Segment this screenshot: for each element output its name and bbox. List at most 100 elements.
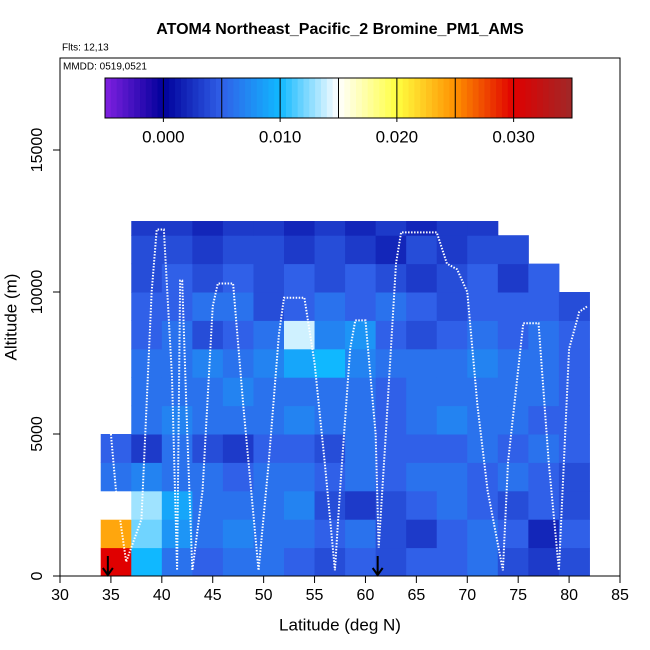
heat-cell xyxy=(436,263,468,293)
heat-cell xyxy=(345,320,377,350)
heat-cell xyxy=(161,221,193,236)
heat-cell xyxy=(345,519,377,549)
colorbar-swatch xyxy=(297,78,304,118)
heat-cell xyxy=(528,263,560,293)
colorbar-swatch xyxy=(198,78,205,118)
heat-cell xyxy=(131,434,163,463)
heat-cell xyxy=(284,348,316,378)
heat-cell xyxy=(467,547,499,577)
colorbar-swatch xyxy=(210,78,217,118)
x-tick-label: 65 xyxy=(407,587,425,604)
colorbar-swatch xyxy=(350,78,357,118)
colorbar-swatch xyxy=(379,78,386,118)
heat-cell xyxy=(497,320,529,350)
colorbar-swatch xyxy=(145,78,153,118)
colorbar-swatch xyxy=(431,78,439,118)
colorbar-swatch xyxy=(466,78,474,118)
colorbar-tick-label: 0.010 xyxy=(259,127,302,146)
heat-cell xyxy=(192,490,224,520)
heat-cell xyxy=(131,263,163,293)
heat-cell xyxy=(497,405,529,435)
heat-cell xyxy=(314,519,346,549)
x-tick-label: 40 xyxy=(153,587,171,604)
heat-cell xyxy=(314,320,346,350)
colorbar-swatch xyxy=(361,78,369,118)
heat-cell xyxy=(467,263,499,293)
colorbar-swatch xyxy=(536,78,544,118)
heat-cell xyxy=(253,377,285,407)
heat-cell xyxy=(131,547,163,577)
heat-cell xyxy=(375,405,407,435)
colorbar-swatch xyxy=(396,78,404,118)
colorbar-swatch xyxy=(303,78,310,118)
x-tick-label: 45 xyxy=(204,587,222,604)
heat-cell xyxy=(222,377,254,407)
heat-cell xyxy=(497,348,529,378)
heat-cell xyxy=(192,292,224,321)
x-tick-label: 35 xyxy=(102,587,120,604)
colorbar-swatch xyxy=(262,78,269,118)
colorbar-swatch xyxy=(315,78,322,118)
x-tick-label: 80 xyxy=(560,587,578,604)
colorbar-swatch xyxy=(391,78,398,118)
heat-cell xyxy=(284,235,316,265)
heat-cell xyxy=(497,434,529,463)
heat-cell xyxy=(436,434,468,463)
heat-cell xyxy=(253,221,285,236)
colorbar-swatch xyxy=(426,78,433,118)
x-tick-label: 85 xyxy=(611,587,629,604)
heat-cell xyxy=(497,377,529,407)
colorbar-swatch xyxy=(484,78,491,118)
colorbar-swatch xyxy=(169,78,176,118)
heat-cell xyxy=(345,221,377,236)
heat-cell xyxy=(161,292,193,321)
colorbar-tick-label: 0.030 xyxy=(492,127,535,146)
heat-cell xyxy=(314,405,346,435)
colorbar-swatch xyxy=(344,78,351,118)
colorbar-swatch xyxy=(560,78,567,118)
colorbar-swatch xyxy=(268,78,275,118)
dates-label: MMDD: 0519,0521 xyxy=(63,62,147,73)
x-tick-label: 30 xyxy=(51,587,69,604)
heat-cell xyxy=(406,462,438,492)
heat-cell xyxy=(161,377,193,407)
heat-cell xyxy=(192,547,224,577)
heat-cell xyxy=(497,462,529,492)
heat-cell xyxy=(406,320,438,350)
y-tick-label: 15000 xyxy=(29,128,46,173)
colorbar-swatch xyxy=(332,78,339,118)
heat-cell xyxy=(528,292,560,321)
heat-cell xyxy=(497,263,529,293)
heat-cell xyxy=(253,519,285,549)
heat-cell xyxy=(345,547,377,577)
colorbar-swatch xyxy=(326,78,334,118)
heat-cell xyxy=(192,320,224,350)
colorbar-swatch xyxy=(461,78,468,118)
heat-cell xyxy=(436,292,468,321)
y-axis-label: Altitude (m) xyxy=(1,274,20,361)
heat-cell xyxy=(558,292,590,321)
heat-cell xyxy=(222,519,254,549)
heat-cell xyxy=(192,235,224,265)
heat-cell xyxy=(131,490,163,520)
heat-cell xyxy=(100,490,132,520)
heat-cell xyxy=(314,235,346,265)
colorbar-swatch xyxy=(134,78,141,118)
heat-cell xyxy=(314,434,346,463)
colorbar-swatch xyxy=(472,78,480,118)
heat-cell xyxy=(345,434,377,463)
heat-cell xyxy=(375,221,407,236)
colorbar-swatch xyxy=(186,78,194,118)
x-tick-label: 50 xyxy=(255,587,273,604)
heat-cell xyxy=(467,377,499,407)
colorbar-swatch xyxy=(309,78,316,118)
heat-cell xyxy=(558,490,590,520)
heat-cell xyxy=(192,348,224,378)
colorbar-swatch xyxy=(443,78,450,118)
heat-cell xyxy=(345,263,377,293)
heat-cell xyxy=(345,235,377,265)
colorbar-swatch xyxy=(338,78,345,118)
heat-cell xyxy=(131,320,163,350)
colorbar-swatch xyxy=(501,78,509,118)
